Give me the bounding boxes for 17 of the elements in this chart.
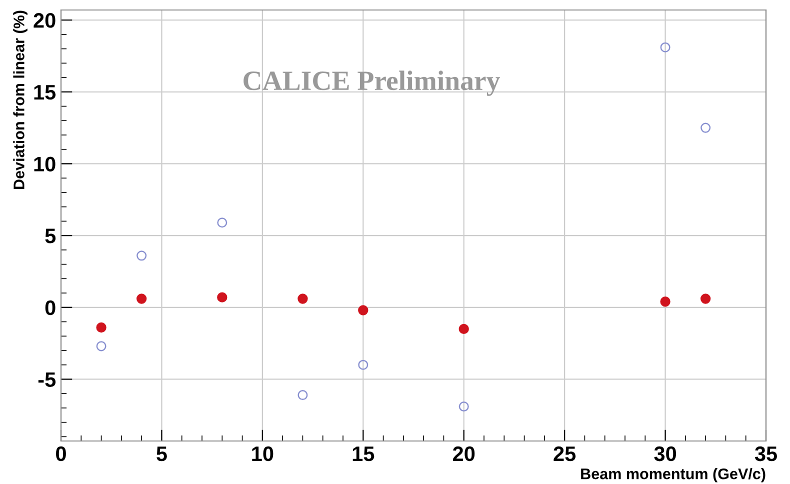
x-tick-label: 10 xyxy=(252,446,274,462)
x-tick-label: 20 xyxy=(452,446,475,462)
x-tick-label: 35 xyxy=(754,446,778,462)
annotation: CALICE Preliminary xyxy=(244,70,500,96)
y-tick-label: 5 xyxy=(45,228,56,244)
y-axis-title: Deviation from linear (%) xyxy=(13,10,28,189)
y-tick-label: 10 xyxy=(34,156,56,172)
x-tick-label: 5 xyxy=(156,446,167,462)
x-axis-title: Beam momentum (GeV/c) xyxy=(581,468,766,482)
y-tick-label: -5 xyxy=(38,372,56,387)
x-tick-label: 15 xyxy=(352,446,374,462)
x-tick-label: 25 xyxy=(554,446,576,462)
x-tick-label: 0 xyxy=(56,446,66,462)
y-tick-label: 15 xyxy=(34,85,56,100)
y-tick-label: 20 xyxy=(34,13,56,28)
y-tick-label: 0 xyxy=(45,300,56,316)
x-tick-label: 30 xyxy=(654,446,676,462)
